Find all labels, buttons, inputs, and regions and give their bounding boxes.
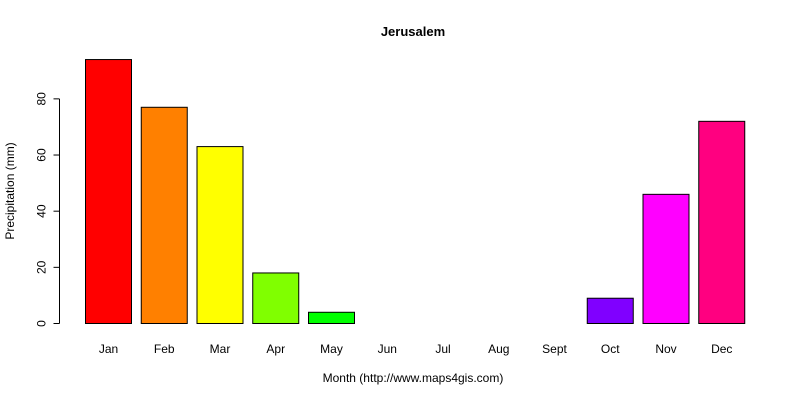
y-tick-label: 60: [35, 148, 49, 162]
x-tick-labels: Jan Feb Mar Apr May Jun Jul Aug Sept Oct Nov Dec: [99, 342, 733, 356]
bar-nov: [642, 193, 690, 324]
bar-mar: [196, 146, 244, 324]
bars: [85, 59, 746, 325]
chart-title: Jerusalem: [381, 24, 445, 39]
bar-dec: [698, 120, 746, 324]
x-tick-label: Dec: [711, 342, 732, 356]
x-tick-label: May: [320, 342, 343, 356]
bar-feb: [140, 106, 188, 324]
y-axis: 0 20 40 60 80: [35, 92, 60, 327]
y-tick-label: 0: [35, 320, 49, 327]
x-tick-label: Jul: [435, 342, 450, 356]
x-tick-label: Jun: [378, 342, 397, 356]
y-tick-label: 20: [35, 260, 49, 274]
x-tick-label: Sept: [542, 342, 567, 356]
x-tick-label: Feb: [154, 342, 175, 356]
x-tick-label: Aug: [488, 342, 509, 356]
x-tick-label: Apr: [266, 342, 285, 356]
bar-may: [308, 311, 355, 325]
bar-oct: [586, 297, 634, 324]
bar-jan: [85, 59, 132, 324]
x-tick-label: Nov: [655, 342, 676, 356]
y-axis-label: Precipitation (mm): [3, 142, 17, 239]
y-tick-label: 80: [35, 92, 49, 106]
x-tick-label: Oct: [601, 342, 620, 356]
bar-apr: [252, 272, 300, 324]
y-tick-label: 40: [35, 204, 49, 218]
x-tick-label: Jan: [99, 342, 118, 356]
x-axis-label: Month (http://www.maps4gis.com): [323, 371, 504, 385]
x-tick-label: Mar: [210, 342, 231, 356]
